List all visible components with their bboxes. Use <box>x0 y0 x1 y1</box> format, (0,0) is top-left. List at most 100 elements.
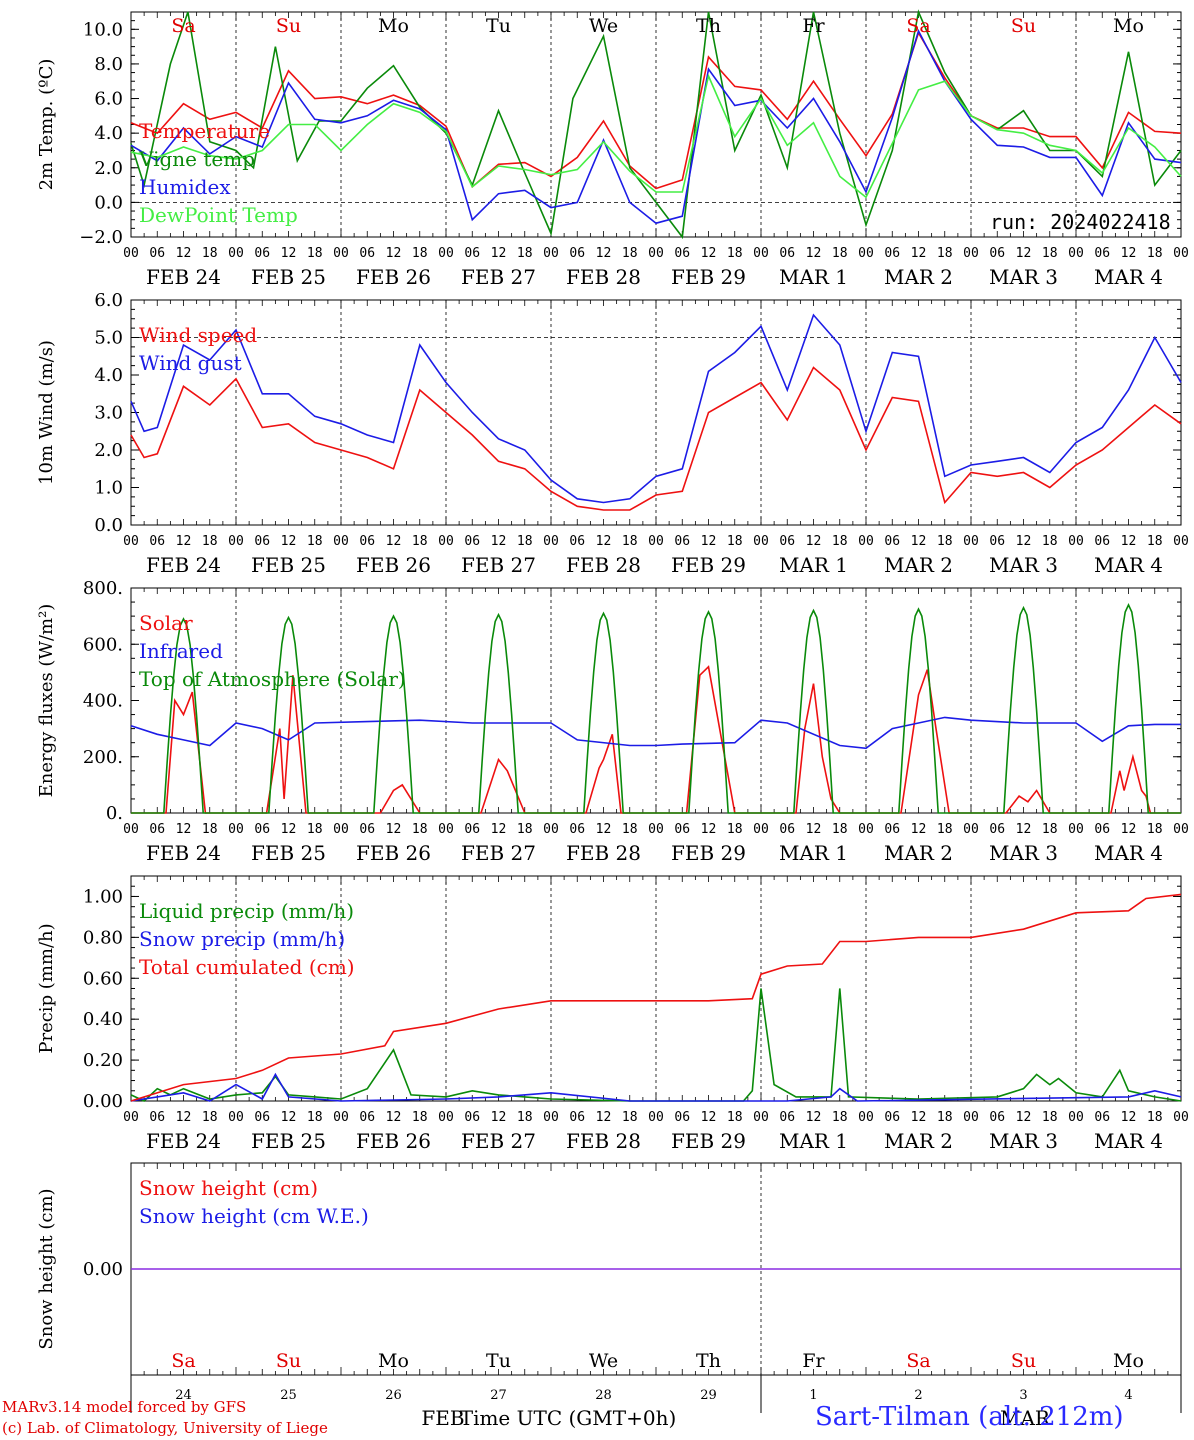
hour-label: 06 <box>779 1110 795 1125</box>
legend-entry: DewPoint Temp <box>139 203 298 227</box>
weekday-label: Th <box>696 1350 721 1372</box>
hour-label: 00 <box>963 246 979 261</box>
hour-label: 12 <box>701 822 717 837</box>
legend-entry: Snow height (cm) <box>139 1176 318 1200</box>
hour-label: 18 <box>1147 534 1163 549</box>
hour-label: 12 <box>491 534 507 549</box>
y-tick-label: 4.0 <box>94 365 123 386</box>
hour-label: 18 <box>517 534 533 549</box>
hour-label: 00 <box>753 1110 769 1125</box>
hour-label: 06 <box>359 534 375 549</box>
y-tick-label: 2.0 <box>94 440 123 461</box>
hour-label: 18 <box>202 1110 218 1125</box>
hour-label: 18 <box>832 534 848 549</box>
legend-entry: Solar <box>139 611 193 635</box>
date-label: FEB 25 <box>251 553 326 577</box>
hour-label: 18 <box>307 246 323 261</box>
panel-frame-2 <box>130 299 1182 526</box>
date-label: MAR 4 <box>1094 265 1163 289</box>
weekday-label: Su <box>276 1350 301 1372</box>
hour-label: 00 <box>333 246 349 261</box>
date-label: MAR 4 <box>1094 553 1163 577</box>
hour-label: 12 <box>176 822 192 837</box>
day-number-label: 3 <box>1019 1388 1027 1403</box>
y-tick-label: 0.20 <box>83 1050 123 1071</box>
month-label-mar: MAR <box>1000 1406 1051 1430</box>
hour-label: 18 <box>727 246 743 261</box>
day-number-label: 2 <box>914 1388 922 1403</box>
hour-label: 00 <box>228 1110 244 1125</box>
hour-label: 18 <box>1147 1110 1163 1125</box>
date-label: MAR 3 <box>989 841 1058 865</box>
hour-label: 18 <box>307 1110 323 1125</box>
date-label: MAR 3 <box>989 1129 1058 1153</box>
hour-label: 12 <box>911 822 927 837</box>
hour-label: 12 <box>386 534 402 549</box>
weekday-label: Su <box>1011 15 1036 37</box>
y-tick-label: 5.0 <box>94 328 123 349</box>
date-label: FEB 24 <box>146 1129 221 1153</box>
weekday-label: Sa <box>171 15 195 37</box>
date-label: MAR 1 <box>779 265 848 289</box>
y-tick-label: 6.0 <box>94 89 123 110</box>
weekday-label: Mo <box>1113 1350 1144 1372</box>
hour-label: 00 <box>963 534 979 549</box>
weekday-label: Tu <box>486 1350 511 1372</box>
date-label: MAR 3 <box>989 553 1058 577</box>
hour-label: 12 <box>596 1110 612 1125</box>
date-label: FEB 24 <box>146 553 221 577</box>
hour-label: 06 <box>149 534 165 549</box>
y-tick-label: 10.0 <box>83 19 123 40</box>
hour-label: 00 <box>438 822 454 837</box>
hour-label: 12 <box>911 246 927 261</box>
hour-label: 00 <box>438 534 454 549</box>
hour-label: 12 <box>1016 246 1032 261</box>
weekday-label: Fr <box>802 15 825 37</box>
hour-label: 00 <box>753 822 769 837</box>
hour-label: 06 <box>884 246 900 261</box>
hour-label: 00 <box>858 246 874 261</box>
y-tick-label: 200. <box>83 747 123 768</box>
hour-label: 00 <box>438 246 454 261</box>
hour-label: 00 <box>123 1110 139 1125</box>
hour-label: 00 <box>123 246 139 261</box>
hour-label: 18 <box>622 534 638 549</box>
hour-label: 18 <box>937 822 953 837</box>
y-axis-label: Snow height (cm) <box>36 1188 57 1349</box>
hour-label: 00 <box>1068 534 1084 549</box>
y-tick-label: 0.00 <box>83 1259 123 1280</box>
hour-label: 12 <box>596 246 612 261</box>
hour-label: 18 <box>727 534 743 549</box>
y-axis-label: Energy fluxes (W/m²) <box>36 604 57 798</box>
hour-label: 18 <box>727 822 743 837</box>
hour-label: 18 <box>937 246 953 261</box>
hour-label: 00 <box>438 1110 454 1125</box>
date-label: FEB 27 <box>461 553 536 577</box>
weekday-label: Sa <box>906 1350 930 1372</box>
hour-label: 12 <box>1121 534 1137 549</box>
hour-label: 06 <box>149 1110 165 1125</box>
hour-label: 00 <box>333 534 349 549</box>
hour-label: 06 <box>779 534 795 549</box>
y-tick-label: 6.0 <box>94 290 123 311</box>
hour-label: 12 <box>491 1110 507 1125</box>
hour-label: 06 <box>464 246 480 261</box>
hour-label: 06 <box>254 246 270 261</box>
hour-label: 12 <box>806 822 822 837</box>
station-name: Sart-Tilman (alt. 212m) <box>815 1402 1124 1432</box>
date-label: MAR 1 <box>779 841 848 865</box>
legend-entry: Humidex <box>139 175 231 199</box>
hour-label: 12 <box>1121 246 1137 261</box>
hour-label: 12 <box>596 534 612 549</box>
hour-label: 06 <box>569 822 585 837</box>
hour-label: 00 <box>753 534 769 549</box>
date-label: FEB 29 <box>671 553 746 577</box>
hour-label: 00 <box>228 246 244 261</box>
hour-label: 18 <box>622 822 638 837</box>
hour-label: 00 <box>648 246 664 261</box>
y-axis-label: 2m Temp. (ºC) <box>36 59 57 191</box>
hour-label: 06 <box>254 534 270 549</box>
hour-label: 12 <box>386 822 402 837</box>
day-number-label: 28 <box>595 1388 612 1403</box>
